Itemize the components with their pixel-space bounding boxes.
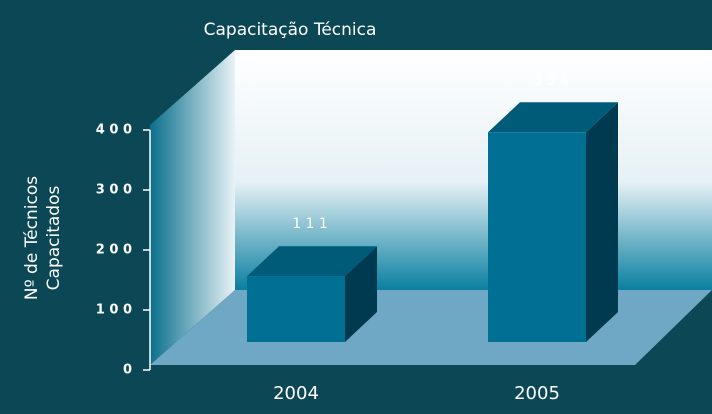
- bar: [488, 132, 586, 342]
- y-tick-label: 0: [123, 363, 132, 378]
- y-tick-label: 2 0 0: [96, 243, 132, 258]
- x-tick-label: 2005: [514, 383, 560, 404]
- bar-side: [345, 246, 377, 342]
- chart-title: Capacitação Técnica: [204, 20, 377, 40]
- y-tick-label: 4 0 0: [96, 123, 132, 138]
- side-wall: [150, 50, 235, 365]
- value-label: 3 5 4: [533, 72, 569, 88]
- floor: [150, 290, 712, 365]
- bar-top: [488, 102, 618, 133]
- x-tick-label: 2004: [273, 383, 319, 404]
- value-label: 1 1 1: [292, 216, 328, 232]
- y-axis-label: Nº de Técnicos: [22, 176, 42, 300]
- y-axis-label: Capacitados: [44, 186, 64, 291]
- y-tick-label: 3 0 0: [96, 183, 132, 198]
- bar-side: [586, 102, 618, 342]
- bar-top: [247, 246, 377, 277]
- y-tick-label: 1 0 0: [96, 303, 132, 318]
- bar: [247, 276, 345, 342]
